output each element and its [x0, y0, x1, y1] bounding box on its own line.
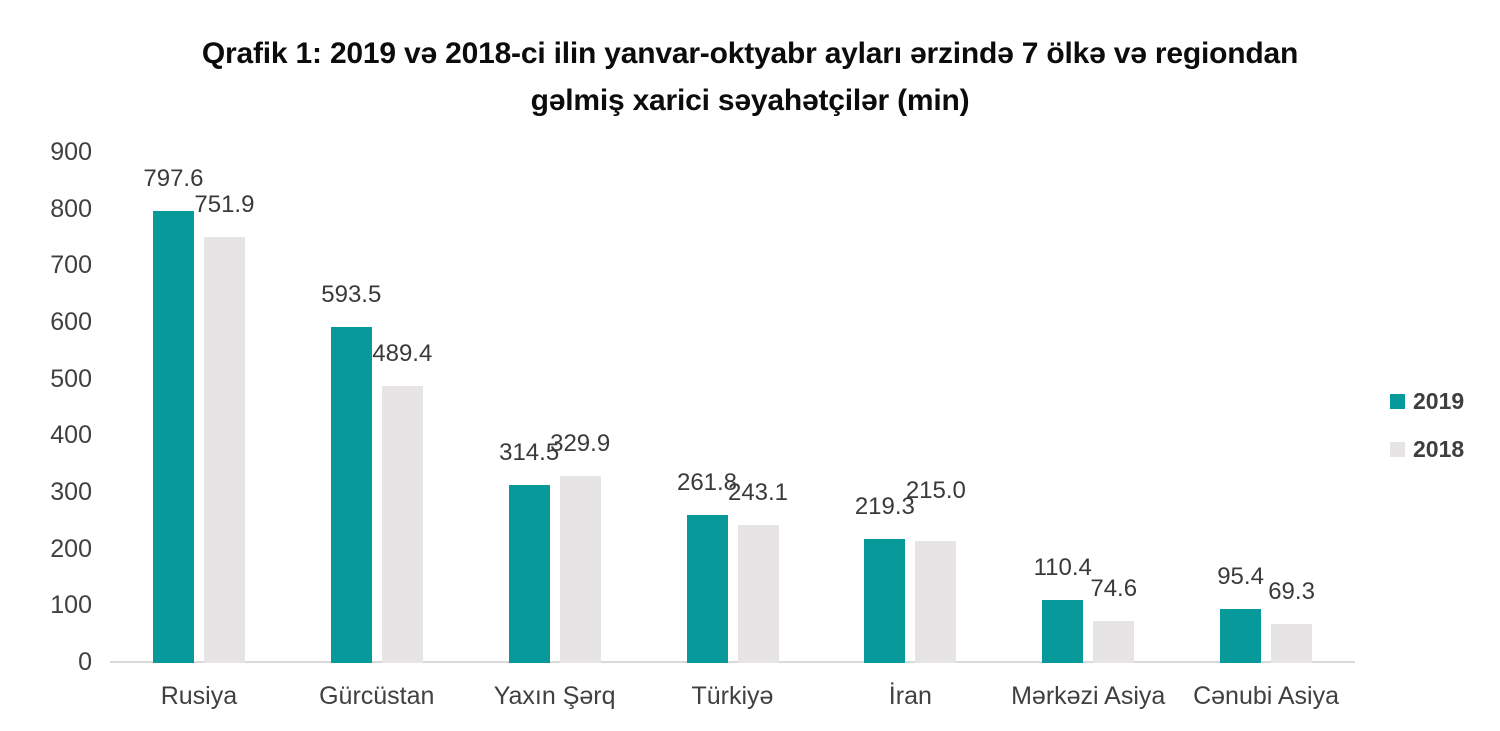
value-label-2019-0: 797.6	[143, 165, 204, 193]
y-axis-tick-label: 800	[50, 194, 92, 223]
value-label-2019-1: 593.5	[321, 280, 382, 308]
x-axis-label: Mərkəzi Asiya	[1011, 682, 1166, 710]
bar-2018-1	[381, 385, 423, 663]
value-label-2019-6: 95.4	[1217, 562, 1264, 590]
bar-2018-4	[915, 541, 957, 663]
value-label-2018-5: 74.6	[1090, 574, 1138, 602]
bar-2019-2	[508, 484, 550, 663]
y-axis-tick-label: 300	[50, 478, 92, 506]
y-axis-tick-label: 500	[50, 364, 92, 393]
bar-2018-6	[1271, 623, 1313, 663]
bar-2019-1	[330, 326, 372, 663]
value-label-2019-2: 314.5	[499, 438, 560, 466]
value-label-2018-2: 329.9	[550, 430, 611, 458]
bar-2019-5	[1042, 600, 1084, 663]
y-axis-tick-label: 600	[50, 308, 92, 336]
bar-2019-0	[152, 211, 194, 663]
legend-label-2019: 2019	[1413, 388, 1465, 414]
x-axis-label: İran	[888, 682, 932, 710]
value-label-2018-4: 215.0	[905, 477, 966, 505]
legend: 2019 2018	[1390, 388, 1495, 484]
x-axis-label: Gürcüstan	[319, 682, 435, 710]
value-label-2019-4: 219.3	[854, 492, 915, 520]
bar-2019-4	[864, 538, 906, 663]
value-label-2018-6: 69.3	[1268, 577, 1315, 605]
chart-title: Qrafik 1: 2019 və 2018-ci ilin yanvar-ok…	[0, 30, 1500, 124]
y-axis-tick-label: 400	[50, 421, 92, 450]
bar-2018-3	[737, 525, 779, 663]
value-label-2019-5: 110.4	[1033, 554, 1092, 582]
y-axis-tick-label: 0	[78, 648, 92, 676]
y-axis-tick-label: 100	[50, 591, 92, 620]
bar-2018-0	[203, 236, 245, 663]
y-axis-tick-label: 200	[50, 534, 92, 563]
legend-item-2018: 2018	[1390, 436, 1495, 462]
y-axis-tick-label: 700	[50, 251, 92, 280]
bar-2019-6	[1220, 608, 1262, 663]
x-axis-label: Türkiyə	[691, 682, 774, 710]
chart-title-line-2: gəlmiş xarici səyahətçilər (min)	[530, 84, 970, 117]
value-label-2018-1: 489.4	[372, 339, 433, 367]
legend-item-2019: 2019	[1390, 388, 1495, 414]
legend-swatch-2019	[1390, 393, 1405, 409]
value-label-2018-3: 243.1	[727, 479, 789, 507]
bar-2019-3	[686, 514, 728, 663]
value-label-2018-0: 751.9	[194, 190, 255, 218]
y-axis-tick-label: 900	[50, 138, 92, 166]
legend-label-2018: 2018	[1413, 436, 1465, 462]
x-axis-line	[110, 661, 1355, 663]
bar-2018-2	[559, 476, 601, 663]
x-axis-label: Cənubi Asiya	[1193, 682, 1340, 710]
chart-title-line-1: Qrafik 1: 2019 və 2018-ci ilin yanvar-ok…	[201, 37, 1299, 70]
bar-2018-5	[1093, 620, 1135, 663]
value-label-2019-3: 261.8	[676, 468, 738, 496]
x-axis-label: Yaxın Şərq	[493, 682, 616, 710]
x-axis-label: Rusiya	[160, 682, 238, 710]
legend-swatch-2018	[1390, 441, 1405, 457]
